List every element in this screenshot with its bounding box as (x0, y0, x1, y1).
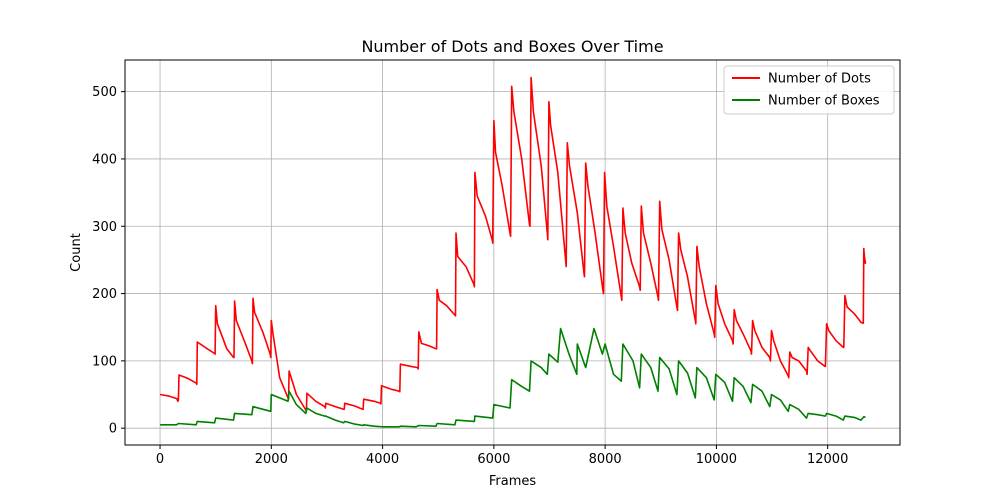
x-tick-label: 12000 (807, 452, 848, 467)
chart-title: Number of Dots and Boxes Over Time (361, 37, 663, 56)
y-tick-label: 400 (92, 152, 117, 167)
x-tick-label: 6000 (477, 452, 510, 467)
x-tick-label: 8000 (589, 452, 622, 467)
legend: Number of Dots Number of Boxes (723, 65, 895, 115)
x-axis-title: Frames (489, 474, 537, 489)
y-tick-label: 100 (92, 354, 117, 369)
series-line-dots (159, 76, 867, 413)
x-tick-label: 0 (156, 452, 164, 467)
legend-box (723, 65, 895, 115)
x-tick-label: 4000 (366, 452, 399, 467)
axis-ticks: 0 2000 4000 6000 8000 10000 12000 0 100 200 300 400… (92, 85, 848, 467)
y-tick-label: 500 (92, 85, 117, 100)
grid-lines (125, 60, 900, 445)
y-tick-label: 200 (92, 287, 117, 302)
y-axis-title: Count (69, 233, 84, 272)
y-tick-label: 300 (92, 220, 117, 235)
legend-label-boxes: Number of Boxes (768, 94, 880, 109)
x-tick-label: 10000 (696, 452, 737, 467)
legend-label-dots: Number of Dots (768, 72, 871, 87)
plot-frame (124, 59, 901, 446)
x-tick-label: 2000 (255, 452, 288, 467)
series-lines (159, 76, 867, 428)
y-tick-label: 0 (109, 422, 117, 437)
series-line-boxes (160, 327, 866, 428)
